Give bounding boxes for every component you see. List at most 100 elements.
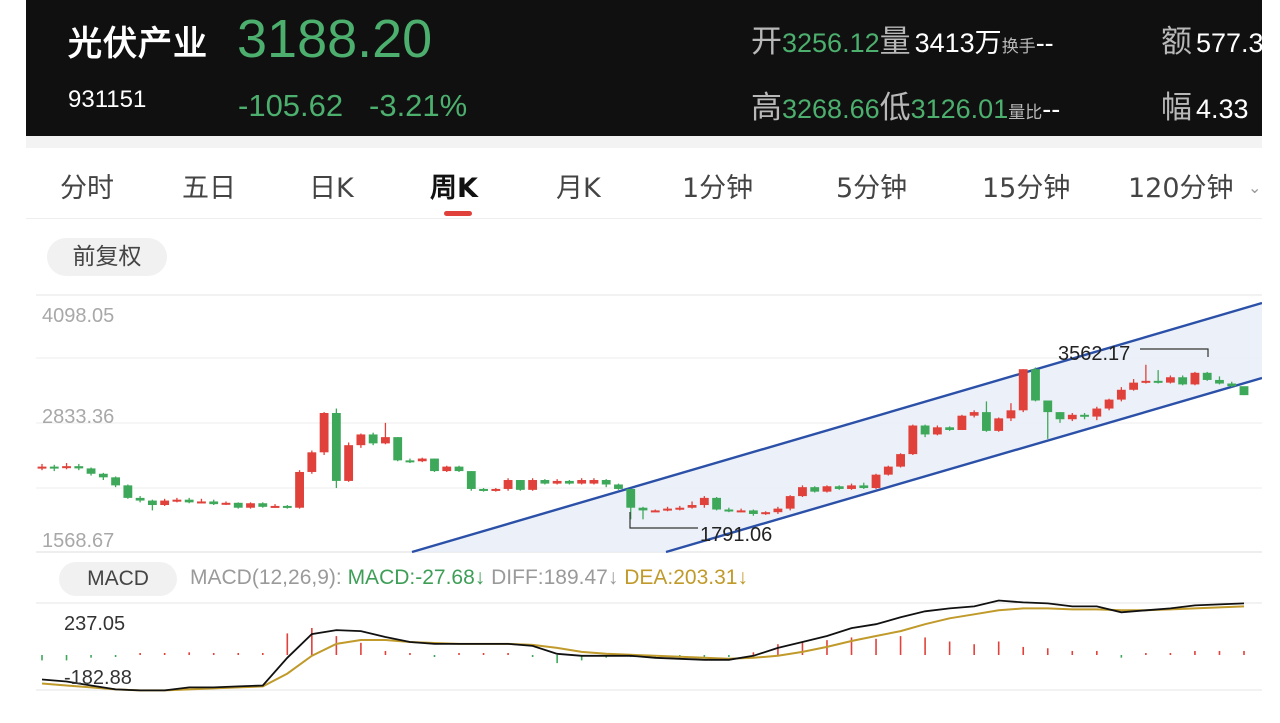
candle-body	[1006, 410, 1016, 419]
candle-body	[724, 509, 734, 512]
candle-body	[883, 466, 893, 475]
tab-5-minute[interactable]: 5分钟	[836, 173, 908, 204]
candle-body	[233, 502, 243, 508]
candle-body	[74, 466, 84, 469]
amount-label: 额	[1161, 24, 1192, 60]
candle-body	[491, 488, 501, 491]
macd-y-tick-label: -182.88	[64, 667, 132, 689]
amount-value: 577.3	[1196, 28, 1262, 58]
tab-weekly-k[interactable]: 周K	[430, 173, 478, 204]
quote-header: 光伏产业 3188.20 931151 -105.62 -3.21% 开3256…	[26, 0, 1262, 136]
candle-body	[123, 485, 133, 498]
candle-body	[1092, 408, 1102, 417]
turnover-label: 换手	[1001, 37, 1036, 57]
tab-1-minute[interactable]: 1分钟	[682, 173, 754, 204]
period-tabs: 分时 五日 日K 周K 月K 1分钟 5分钟 15分钟 120分钟	[26, 148, 1262, 219]
candle-body	[147, 500, 157, 506]
candle-body	[748, 510, 758, 514]
open-value: 3256.12	[782, 28, 880, 58]
channel-upper-line	[411, 301, 1263, 554]
tab-five-day[interactable]: 五日	[182, 173, 236, 204]
candle-body	[638, 507, 648, 511]
candle-body	[172, 499, 182, 502]
adjust-button[interactable]: 前复权	[47, 238, 167, 276]
tab-15-minute[interactable]: 15分钟	[982, 173, 1071, 204]
candle-body	[430, 458, 439, 472]
candle-body	[1067, 414, 1077, 420]
stats-amount: 额 577.3	[1161, 16, 1262, 61]
candle-body	[405, 460, 415, 463]
candle-body	[1239, 386, 1249, 396]
candle-body	[295, 471, 304, 508]
candle-body	[49, 466, 59, 469]
turnover-value: --	[1035, 28, 1054, 58]
candle-body	[1043, 400, 1053, 413]
tab-daily-k[interactable]: 日K	[309, 173, 354, 204]
candle-body	[282, 505, 292, 508]
candle-body	[847, 485, 856, 489]
candle-body	[62, 466, 71, 469]
candle-body	[1153, 380, 1163, 383]
candle-body	[920, 425, 930, 435]
candle-body	[381, 437, 390, 444]
stats-row-open-volume: 开3256.12量 3413万换手--	[751, 16, 1054, 61]
candle-body	[184, 499, 194, 503]
candle-body	[614, 484, 623, 489]
volume-label: 量	[879, 24, 911, 60]
candle-body	[1080, 414, 1089, 417]
candle-body	[626, 488, 636, 508]
candle-body	[515, 480, 525, 490]
candle-body	[601, 480, 611, 485]
candle-body	[307, 452, 317, 472]
tab-intraday[interactable]: 分时	[60, 173, 114, 204]
candle-body	[982, 412, 991, 431]
candle-body	[736, 510, 746, 513]
low-label: 低	[879, 90, 911, 126]
macd-params: MACD(12,26,9):	[190, 566, 342, 589]
candle-body	[540, 480, 550, 484]
candle-body	[209, 501, 219, 505]
candle-body	[1202, 372, 1212, 380]
price-change: -105.62	[238, 88, 344, 123]
index-code: 931151	[68, 86, 147, 113]
candle-body	[221, 502, 231, 505]
candle-body	[393, 437, 403, 461]
candle-body	[675, 507, 685, 510]
low-value: 3126.01	[910, 94, 1009, 124]
candle-body	[1104, 399, 1114, 409]
index-name: 光伏产业	[68, 24, 208, 64]
header-divider	[26, 136, 1262, 148]
chevron-down-icon[interactable]: ⌄	[1248, 178, 1262, 197]
candle-body	[871, 474, 881, 489]
candle-body	[160, 500, 170, 506]
candle-body	[454, 466, 464, 472]
candle-body	[356, 434, 366, 446]
y-tick-label: 1568.67	[42, 530, 114, 552]
candle-body	[589, 480, 599, 484]
dea-line	[41, 605, 1245, 692]
candle-body	[1116, 389, 1126, 400]
price-change-percent: -3.21%	[369, 88, 468, 123]
macd-values: MACD(12,26,9): MACD:-27.68↓ DIFF:189.47↓…	[190, 566, 748, 590]
tab-monthly-k[interactable]: 月K	[556, 173, 601, 204]
candle-body	[945, 427, 955, 430]
stats-row-high-low: 高3268.66低3126.01量比--	[751, 82, 1060, 127]
y-tick-label: 4098.05	[42, 305, 114, 327]
candle-body	[761, 512, 771, 515]
candle-body	[1031, 369, 1040, 401]
tab-120-minute[interactable]: 120分钟	[1128, 173, 1234, 204]
candle-body	[957, 415, 967, 430]
candle-body	[834, 486, 844, 489]
candle-body	[896, 454, 905, 467]
high-annotation: 3562.17	[1058, 343, 1130, 365]
volume-value: 3413万	[914, 28, 1002, 58]
low-marker-line	[629, 512, 698, 529]
macd-indicator-button[interactable]: MACD	[59, 562, 177, 596]
candle-body	[98, 473, 108, 478]
candle-body	[859, 485, 869, 489]
candle-body	[564, 480, 574, 484]
candle-body	[650, 510, 660, 513]
candle-body	[1141, 380, 1151, 383]
candle-body	[773, 508, 783, 513]
